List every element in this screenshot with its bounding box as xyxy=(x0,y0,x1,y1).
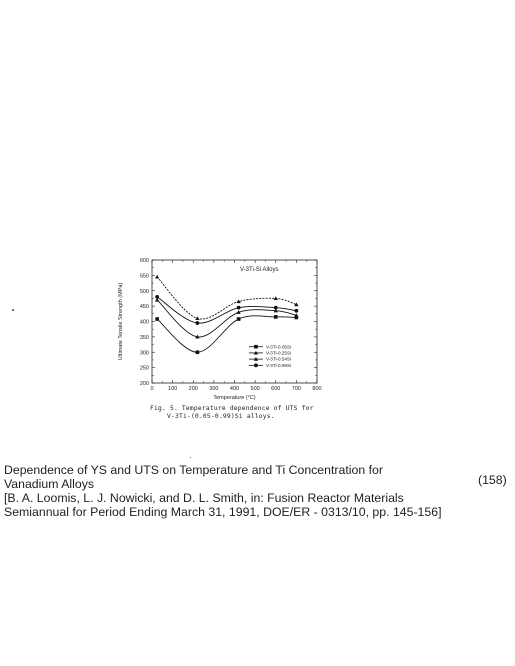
legend-marker xyxy=(253,350,259,355)
legend-label: V-3Ti-0.25Si xyxy=(266,351,291,356)
x-tick-label: 0 xyxy=(150,386,153,392)
chart-svg: 0 100 200 300 400 500 600 700 800 200 250 300 350 400… xyxy=(118,258,322,401)
data-point xyxy=(273,296,278,301)
y-tick-label: 500 xyxy=(140,289,149,295)
figure-caption-line2: V-3Ti-(0.05-0.99)Si alloys. xyxy=(167,413,275,420)
data-point xyxy=(195,350,200,355)
legend-marker xyxy=(254,344,258,349)
x-axis-label: Temperature (°C) xyxy=(213,395,255,401)
data-point xyxy=(155,317,159,321)
data-point xyxy=(294,302,299,307)
series-v-3ti-0-05si xyxy=(155,315,299,355)
y-tick-label: 250 xyxy=(140,366,149,372)
y-tick-label: 300 xyxy=(140,350,149,356)
data-point xyxy=(236,310,241,314)
data-point xyxy=(294,308,299,313)
figure-caption: Fig. 5. Temperature dependence of UTS fo… xyxy=(150,405,350,421)
scan-speck xyxy=(190,457,191,458)
y-tick-label: 350 xyxy=(140,335,149,341)
x-tick-label: 600 xyxy=(271,386,280,392)
x-tick-label: 100 xyxy=(168,386,177,392)
data-point xyxy=(155,274,160,279)
caption-line3: [B. A. Loomis, L. J. Nowicki, and D. L. … xyxy=(4,491,404,505)
x-tick-label: 200 xyxy=(189,386,198,392)
y-tick-label: 400 xyxy=(140,320,149,326)
y-tick-label: 450 xyxy=(140,304,149,310)
y-axis-label: Ultimate Tensile Strength (MPa) xyxy=(118,283,124,361)
series-v-3ti-0-54si xyxy=(155,274,299,321)
data-point xyxy=(294,315,299,320)
caption-line4: Semiannual for Period Ending March 31, 1… xyxy=(4,505,442,519)
scan-speck xyxy=(12,309,14,311)
series-v-3ti-0-99si xyxy=(155,295,299,325)
data-point xyxy=(155,297,160,302)
data-point xyxy=(273,305,278,310)
legend-label: V-3Ti-0.05Si xyxy=(266,344,291,349)
equation-number: (158) xyxy=(478,473,507,487)
y-tick-label: 550 xyxy=(140,273,149,279)
legend-label: V-3Ti-0.99Si xyxy=(266,363,291,368)
legend-marker xyxy=(253,356,259,361)
caption-line2: Vanadium Alloys xyxy=(4,477,94,491)
x-tick-label: 500 xyxy=(251,386,260,392)
legend-marker xyxy=(254,363,258,368)
legend-label: V-3Ti-0.54Si xyxy=(266,357,291,362)
y-tick-label: 200 xyxy=(140,381,149,387)
x-tick-label: 700 xyxy=(292,386,301,392)
legend: V-3Ti-0.05Si V-3Ti-0.25SiV-3Ti-0.54SiV-3T… xyxy=(248,344,291,368)
data-point xyxy=(236,299,241,304)
data-point xyxy=(195,321,200,325)
caption-line1: Dependence of YS and UTS on Temperature … xyxy=(4,463,383,477)
data-point xyxy=(236,317,241,321)
data-point xyxy=(294,313,299,317)
main-caption: Dependence of YS and UTS on Temperature … xyxy=(4,463,474,519)
data-point xyxy=(273,315,278,319)
y-tick-label: 600 xyxy=(140,258,149,264)
x-tick-label: 400 xyxy=(230,386,239,392)
series-v-3ti-0-25si xyxy=(155,297,299,339)
data-point xyxy=(236,305,241,310)
uts-chart: 0 100 200 300 400 500 600 700 800 200 250 300 350 400… xyxy=(108,250,333,401)
chart-title: V-3Ti-Si Alloys xyxy=(240,267,278,273)
x-tick-label: 300 xyxy=(209,386,218,392)
x-tick-label: 800 xyxy=(312,386,321,392)
data-point xyxy=(155,295,160,299)
data-point xyxy=(195,316,200,321)
figure-caption-line1: Fig. 5. Temperature dependence of UTS fo… xyxy=(150,405,314,412)
data-point xyxy=(273,308,278,313)
data-point xyxy=(195,334,200,339)
